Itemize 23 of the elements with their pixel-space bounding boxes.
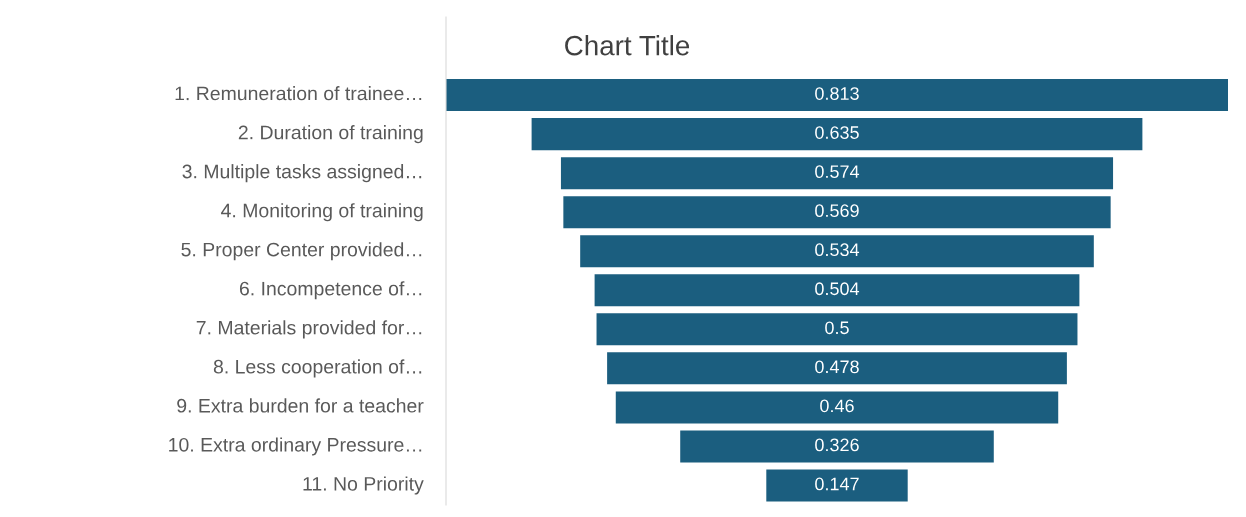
data-label: 0.147 xyxy=(815,477,859,491)
category-label: 11. No Priority xyxy=(303,476,424,495)
category-label: 7. Materials provided for… xyxy=(196,320,422,339)
category-label: 9. Extra burden for a teacher xyxy=(177,398,424,413)
data-label: 0.46 xyxy=(820,399,854,413)
category-label: 4. Monitoring of training xyxy=(221,203,423,222)
category-label: 5. Proper Center provided… xyxy=(181,242,422,261)
category-label: 2. Duration of training xyxy=(238,125,423,144)
data-label: 0.326 xyxy=(815,438,859,452)
data-label: 0.574 xyxy=(815,165,860,179)
data-label: 0.635 xyxy=(815,126,859,139)
text: Chart Title xyxy=(565,35,690,56)
category-label: 1. Remuneration of trainee… xyxy=(175,86,422,101)
category-label: 10. Extra ordinary Pressure… xyxy=(169,437,422,456)
category-label: 8. Less cooperation of… xyxy=(213,359,422,378)
data-label: 0.478 xyxy=(815,360,859,374)
data-label: 0.569 xyxy=(815,204,859,218)
data-label: 0.5 xyxy=(825,321,849,335)
category-label: 3. Multiple tasks assigned… xyxy=(182,164,422,183)
data-label: 0.813 xyxy=(815,87,859,100)
category-label: 6. Incompetence of… xyxy=(239,281,422,300)
data-label: 0.534 xyxy=(815,243,860,257)
data-label: 0.504 xyxy=(815,282,860,296)
